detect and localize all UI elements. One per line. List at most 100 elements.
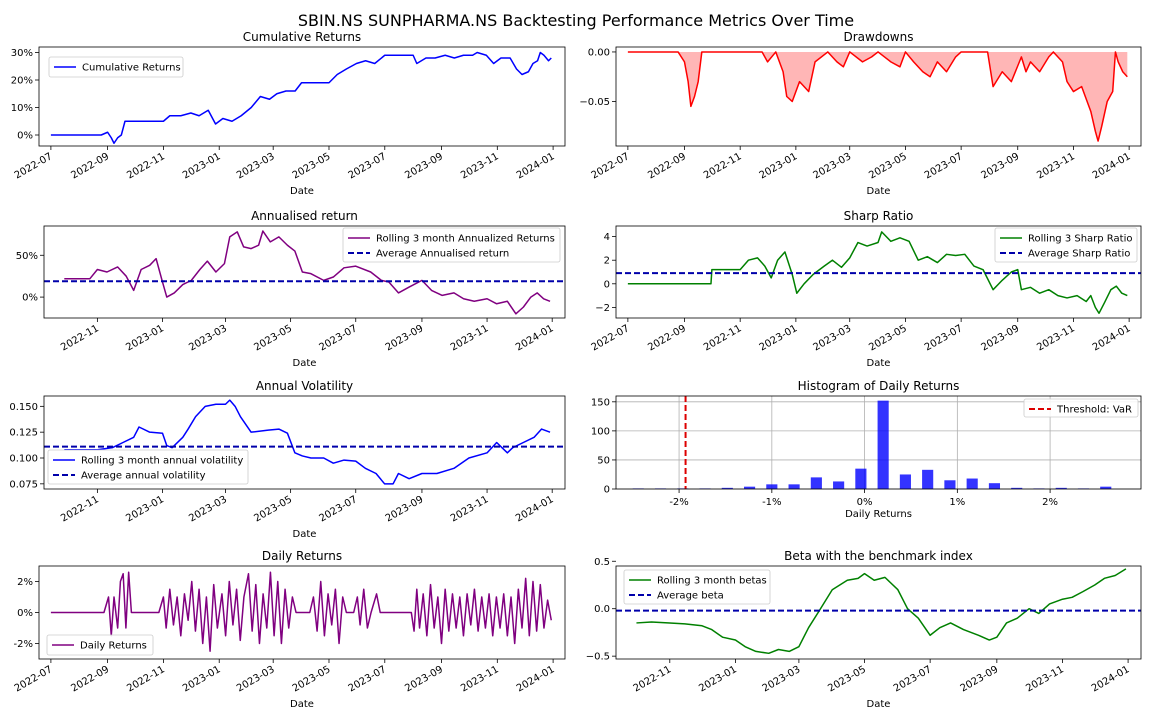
ann-xtick-label: 2023-03: [187, 323, 229, 353]
hist-ytick-label: 50: [597, 455, 610, 466]
beta-xtick-label: 2023-09: [959, 664, 1001, 694]
vol-xtick-label: 2023-03: [187, 494, 229, 524]
cum-ytick-label: 20%: [11, 76, 33, 87]
beta-ytick-label: 0.5: [594, 557, 610, 568]
vol-frame: [43, 395, 566, 490]
hist-panel: Histogram of Daily Returns 0 50 100 150 -2% -1…: [591, 379, 1142, 520]
hist-bar: [810, 477, 822, 489]
ann-xtick-label: 2023-01: [124, 323, 166, 353]
vol-xtick-label: 2023-09: [384, 494, 426, 524]
daily-xtick-label: 2023-07: [347, 664, 389, 694]
vol-ytick-label: 0.100: [9, 454, 38, 465]
dd-area-fill: [627, 51, 1128, 142]
cum-ytick-label: 10%: [11, 103, 33, 114]
beta-xtick-label: 2023-01: [697, 664, 739, 694]
sharp-ytick-label: 0: [604, 279, 610, 290]
daily-xtick-label: 2023-09: [403, 664, 445, 694]
sharp-ytick-label: 2: [604, 256, 610, 267]
dd-xtick-label: 2022-09: [646, 151, 688, 181]
dd-xtick-label: 2024-01: [1091, 151, 1133, 181]
vol-xtick-label: 2023-11: [449, 494, 491, 524]
cum-xtick-label: 2022-11: [125, 151, 167, 181]
beta-ytick-label: −0.5: [586, 652, 610, 663]
ann-xtick-label: 2022-11: [59, 323, 101, 353]
beta-legend-box: [623, 569, 771, 605]
hist-xtick-label: -1%: [762, 497, 781, 508]
daily-xtick-label: 2023-05: [291, 664, 333, 694]
dd-panel: Drawdowns 0.00 −0.05 2022-07 2022-09 2022-11 2…: [579, 30, 1142, 197]
sharp-xtick-label: 2023-03: [812, 323, 854, 353]
beta-xtick-label: 2022-11: [632, 664, 674, 694]
beta-plot-area: [616, 568, 1141, 655]
dd-title: Drawdowns: [844, 30, 914, 44]
daily-ytick-label: 0%: [17, 608, 33, 619]
hist-xtick-label: -2%: [669, 497, 688, 508]
sharp-xtick-label: 2022-11: [702, 323, 744, 353]
vol-legend-label: Rolling 3 month annual volatility: [81, 456, 243, 467]
beta-legend-label: Rolling 3 month betas: [657, 576, 767, 587]
cum-legend: Cumulative Returns: [48, 56, 184, 78]
vol-xtick-label: 2023-07: [318, 494, 360, 524]
hist-bar: [922, 469, 934, 489]
beta-frame: [615, 565, 1142, 660]
vol-legend-box: [47, 449, 249, 485]
figure-suptitle: SBIN.NS SUNPHARMA.NS Backtesting Perform…: [298, 11, 854, 30]
beta-xtick-label: 2023-03: [761, 664, 803, 694]
hist-xtick-label: 0%: [857, 497, 873, 508]
dd-xtick-label: 2023-09: [980, 151, 1022, 181]
daily-legend-label: Daily Returns: [80, 641, 147, 652]
hist-plot-area: [632, 396, 1112, 489]
daily-xtick-label: 2022-07: [13, 664, 55, 694]
vol-ytick-label: 0.150: [9, 402, 38, 413]
cum-xtick-label: 2023-03: [235, 151, 277, 181]
hist-ytick-label: 100: [591, 426, 610, 437]
ann-panel: Annualised return 0% 50% 2022-11 2023-01 2023…: [16, 209, 566, 369]
dd-ytick-label: −0.05: [579, 97, 610, 108]
vol-ytick-label: 0.125: [9, 428, 38, 439]
cum-legend-label: Cumulative Returns: [82, 63, 181, 74]
cum-xtick-label: 2023-11: [459, 151, 501, 181]
hist-xtick-label: 2%: [1042, 497, 1058, 508]
daily-legend: Daily Returns: [46, 634, 154, 656]
sharp-xtick-label: 2023-09: [980, 323, 1022, 353]
sharp-xlabel: Date: [867, 358, 891, 369]
cum-xtick-label: 2024-01: [515, 151, 557, 181]
hist-title: Histogram of Daily Returns: [798, 379, 960, 393]
daily-ytick-label: 2%: [17, 577, 33, 588]
sharp-xtick-label: 2024-01: [1091, 323, 1133, 353]
daily-frame: [38, 565, 566, 660]
sharp-xtick-label: 2023-11: [1035, 323, 1077, 353]
beta-xtick-label: 2023-07: [892, 664, 934, 694]
dd-xtick-label: 2023-11: [1035, 151, 1077, 181]
sharp-legend-label: Average Sharp Ratio: [1028, 249, 1130, 260]
vol-xtick-label: 2023-05: [252, 494, 294, 524]
sharp-plot-area: [616, 231, 1141, 315]
hist-bar: [1011, 487, 1023, 489]
beta-xtick-label: 2023-05: [826, 664, 868, 694]
hist-frame: [615, 395, 1142, 490]
sharp-xtick-label: 2022-07: [590, 323, 632, 353]
cum-panel: Cumulative Returns 0% 10% 20% 30% 2022-07 2022…: [11, 30, 566, 197]
dd-xlabel: Date: [867, 186, 891, 197]
sharp-xtick-label: 2023-01: [758, 323, 800, 353]
daily-panel: Daily Returns -2% 0% 2% 2022-07 2022-09 2022-1…: [13, 549, 566, 710]
hist-xlabel: Daily Returns: [845, 509, 912, 520]
dd-xtick-label: 2022-07: [590, 151, 632, 181]
dd-frame: [615, 46, 1142, 147]
ann-xlabel: Date: [293, 358, 317, 369]
sharp-xtick-label: 2023-07: [923, 323, 965, 353]
cum-frame: [38, 46, 566, 147]
dd-xtick-label: 2023-07: [923, 151, 965, 181]
sharp-xtick-label: 2023-05: [867, 323, 909, 353]
beta-panel: Beta with the benchmark index −0.5 0.0 0.5 2…: [586, 549, 1142, 710]
vol-xtick-label: 2023-01: [124, 494, 166, 524]
ann-legend-label: Rolling 3 month Annualized Returns: [376, 234, 555, 245]
sharp-legend: Rolling 3 Sharp Ratio Average Sharp Ratio: [994, 227, 1138, 263]
daily-series-line: [50, 571, 553, 652]
daily-title: Daily Returns: [262, 549, 342, 563]
hist-bar: [944, 480, 956, 489]
ann-xtick-label: 2023-09: [384, 323, 426, 353]
daily-xtick-label: 2022-09: [69, 664, 111, 694]
vol-legend-label: Average annual volatility: [81, 471, 206, 482]
